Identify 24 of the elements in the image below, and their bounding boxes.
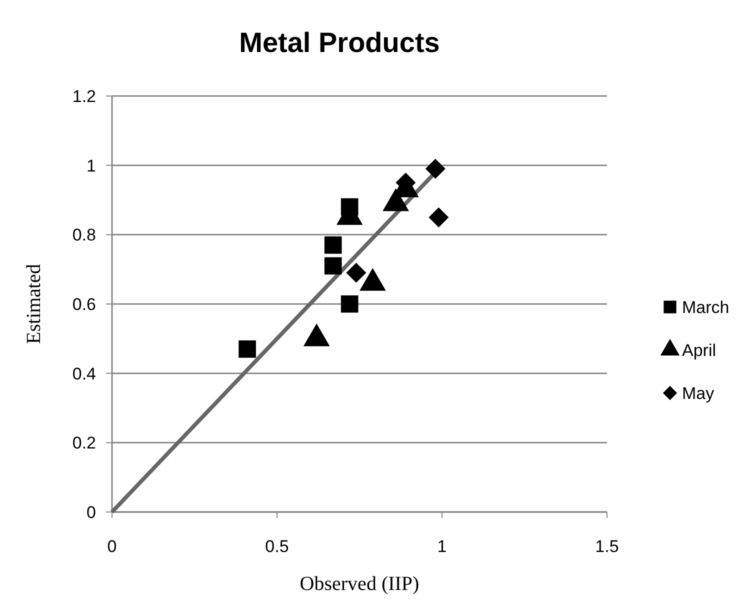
y-tick-label: 0.2 xyxy=(72,434,96,453)
y-tick-label: 0 xyxy=(86,503,96,522)
point xyxy=(340,295,358,313)
y-axis-title: Estimated xyxy=(23,264,45,344)
y-tick-label: 0.6 xyxy=(72,295,96,314)
chart-title: Metal Products xyxy=(239,27,440,58)
y-tick-label: 1.2 xyxy=(72,87,96,106)
legend-label: May xyxy=(682,384,715,403)
y-tick-label: 0.8 xyxy=(72,226,96,245)
x-axis-title: Observed (IIP) xyxy=(300,573,420,595)
point xyxy=(428,207,449,228)
x-tick-label: 0.5 xyxy=(265,537,289,556)
point xyxy=(346,262,366,283)
x-tick-label: 1 xyxy=(437,537,447,556)
legend-label: April xyxy=(682,341,716,360)
point xyxy=(324,236,342,254)
point xyxy=(324,257,342,275)
legend-label: March xyxy=(682,298,730,317)
y-tick-label: 0.4 xyxy=(72,364,96,384)
point xyxy=(425,158,446,179)
x-tick-label: 0 xyxy=(107,537,117,556)
point xyxy=(238,340,256,358)
y-tick-label: 1 xyxy=(86,156,96,176)
x-tick-label: 1.5 xyxy=(595,537,619,556)
